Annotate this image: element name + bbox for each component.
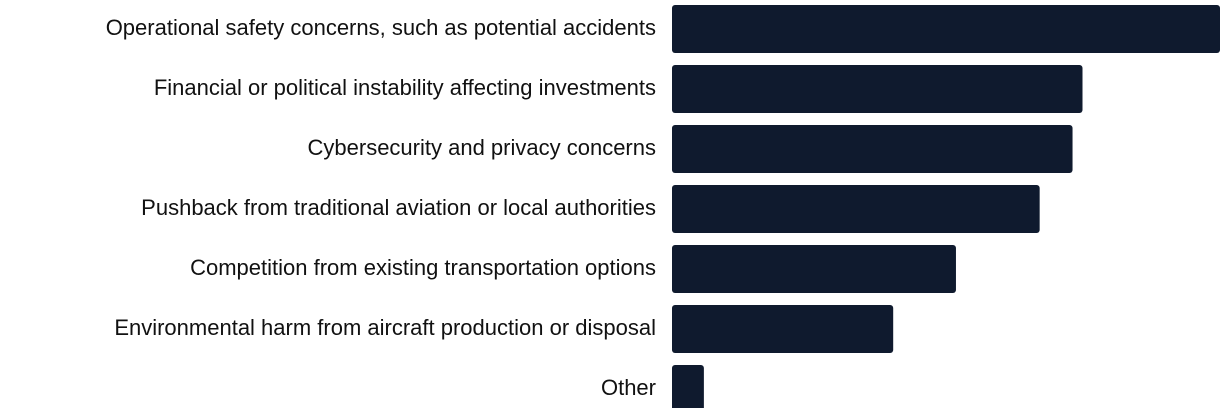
bar [672, 305, 894, 353]
bar [672, 125, 1073, 173]
category-label: Other [601, 375, 656, 400]
bar [672, 245, 956, 293]
category-label: Cybersecurity and privacy concerns [308, 135, 656, 160]
category-label: Operational safety concerns, such as pot… [106, 15, 656, 40]
category-label: Financial or political instability affec… [154, 75, 656, 100]
bar [672, 365, 704, 408]
category-label: Competition from existing transportation… [190, 255, 656, 280]
bar [672, 185, 1040, 233]
bar [672, 65, 1083, 113]
category-label: Environmental harm from aircraft product… [114, 315, 656, 340]
category-label: Pushback from traditional aviation or lo… [141, 195, 656, 220]
bar [672, 5, 1220, 53]
